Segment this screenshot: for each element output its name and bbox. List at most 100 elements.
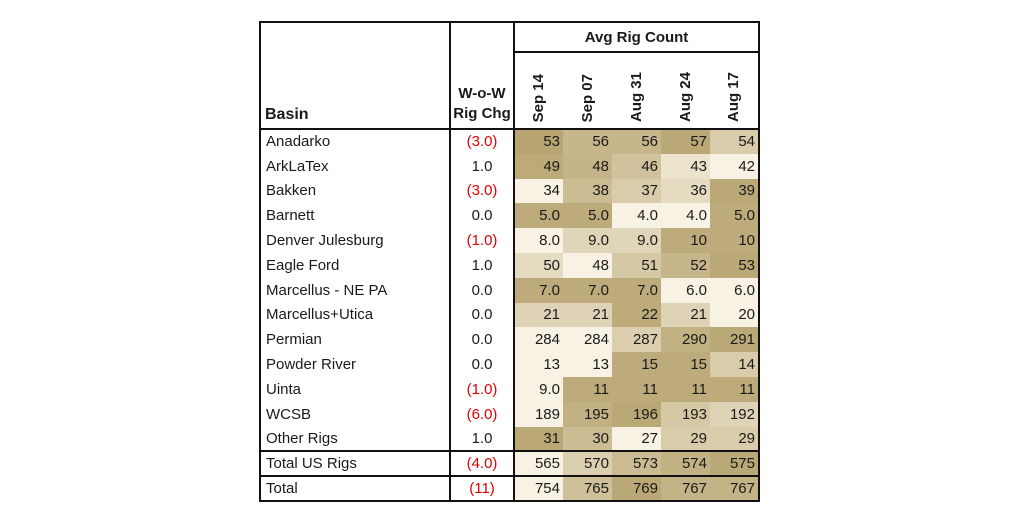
rig-count-cell: 38 [563, 178, 612, 204]
rig-count-cell: 15 [661, 352, 710, 377]
rig-count-cell: 11 [710, 376, 759, 402]
table-row: Eagle Ford 1.0 50 48 51 52 53 [260, 252, 759, 278]
rig-count-cell: 20 [710, 302, 759, 328]
rig-count-cell: 284 [563, 327, 612, 353]
basin-name: Denver Julesburg [260, 228, 451, 253]
basin-name: Permian [260, 327, 451, 353]
wow-change-value: (3.0) [450, 178, 515, 204]
rig-count-cell: 767 [661, 475, 710, 501]
rig-count-cell: 22 [612, 302, 661, 328]
rig-count-cell: 189 [514, 401, 563, 427]
basin-name: Uinta [260, 376, 451, 402]
rig-count-cell: 30 [563, 426, 612, 452]
rig-count-cell: 54 [710, 129, 759, 154]
rig-count-cell: 57 [661, 129, 710, 154]
rig-count-cell: 10 [710, 228, 759, 253]
rig-count-cell: 287 [612, 327, 661, 353]
rig-count-cell: 11 [661, 376, 710, 402]
rig-count-cell: 6.0 [710, 277, 759, 303]
rig-count-cell: 37 [612, 178, 661, 204]
basin-name: Barnett [260, 203, 451, 229]
wow-change-value: 0.0 [450, 302, 515, 328]
wow-change-value: 0.0 [450, 277, 515, 303]
rig-count-cell: 21 [563, 302, 612, 328]
rig-count-cell: 39 [710, 178, 759, 204]
rig-count-cell: 21 [661, 302, 710, 328]
rig-count-cell: 769 [612, 475, 661, 501]
rig-count-cell: 284 [514, 327, 563, 353]
rig-count-cell: 50 [514, 252, 563, 278]
rig-count-cell: 51 [612, 252, 661, 278]
basin-name: Marcellus - NE PA [260, 277, 451, 303]
rig-count-cell: 4.0 [612, 203, 661, 229]
rig-count-cell: 7.0 [563, 277, 612, 303]
table-row: Barnett 0.0 5.0 5.0 4.0 4.0 5.0 [260, 203, 759, 229]
rig-count-cell: 4.0 [661, 203, 710, 229]
rig-count-cell: 9.0 [563, 228, 612, 253]
rig-count-cell: 13 [563, 352, 612, 377]
rig-count-cell: 5.0 [563, 203, 612, 229]
rig-count-cell: 193 [661, 401, 710, 427]
table-row: Permian 0.0 284 284 287 290 291 [260, 327, 759, 353]
wow-change-value: 1.0 [450, 426, 515, 452]
rig-count-cell: 48 [563, 252, 612, 278]
rig-count-cell: 195 [563, 401, 612, 427]
rig-count-cell: 11 [612, 376, 661, 402]
wow-change-value: 0.0 [450, 327, 515, 353]
wow-change-value: (11) [450, 475, 515, 501]
table-row: Bakken (3.0) 34 38 37 36 39 [260, 178, 759, 204]
rig-count-cell: 9.0 [514, 376, 563, 402]
wow-change-value: 1.0 [450, 153, 515, 179]
basin-header: Basin [260, 22, 451, 130]
rig-count-cell: 754 [514, 475, 563, 501]
wow-change-value: 0.0 [450, 352, 515, 377]
rig-count-cell: 56 [612, 129, 661, 154]
table-row: WCSB (6.0) 189 195 196 193 192 [260, 401, 759, 427]
rig-count-cell: 52 [661, 252, 710, 278]
wow-change-value: (4.0) [450, 450, 515, 477]
wow-change-value: (1.0) [450, 376, 515, 402]
basin-name: ArkLaTex [260, 153, 451, 179]
rig-count-cell: 290 [661, 327, 710, 353]
basin-name: WCSB [260, 401, 451, 427]
rig-count-cell: 765 [563, 475, 612, 501]
rig-count-cell: 15 [612, 352, 661, 377]
wow-header-line1: W-o-W [458, 85, 506, 102]
basin-name: Other Rigs [260, 426, 451, 452]
table-row: Powder River 0.0 13 13 15 15 14 [260, 352, 759, 377]
rig-count-cell: 8.0 [514, 228, 563, 253]
rig-count-cell: 10 [661, 228, 710, 253]
rig-count-cell: 43 [661, 153, 710, 179]
table-row: ArkLaTex 1.0 49 48 46 43 42 [260, 153, 759, 179]
rig-count-cell: 42 [710, 153, 759, 179]
total-row: Total (11) 754 765 769 767 767 [260, 475, 759, 501]
rig-count-cell: 570 [563, 450, 612, 477]
rig-count-cell: 574 [661, 450, 710, 477]
date-header-label: Aug 31 [627, 71, 645, 122]
rig-count-cell: 5.0 [710, 203, 759, 229]
rig-count-cell: 49 [514, 153, 563, 179]
rig-count-cell: 46 [612, 153, 661, 179]
rig-count-cell: 5.0 [514, 203, 563, 229]
date-header-label: Sep 07 [578, 73, 596, 122]
rig-count-cell: 767 [710, 475, 759, 501]
rig-count-cell: 575 [710, 450, 759, 477]
table-row: Denver Julesburg (1.0) 8.0 9.0 9.0 10 10 [260, 228, 759, 253]
rig-count-cell: 27 [612, 426, 661, 452]
date-header-label: Aug 17 [725, 71, 742, 122]
date-header: Aug 31 [612, 52, 661, 130]
rig-count-cell: 34 [514, 178, 563, 204]
rig-count-cell: 6.0 [661, 277, 710, 303]
table-row: Other Rigs 1.0 31 30 27 29 29 [260, 426, 759, 452]
wow-change-value: (6.0) [450, 401, 515, 427]
date-header-label: Aug 24 [676, 71, 694, 122]
rig-count-cell: 11 [563, 376, 612, 402]
wow-header-line2: Rig Chg [453, 105, 511, 122]
basin-name: Total US Rigs [260, 450, 451, 477]
wow-change-value: (3.0) [450, 129, 515, 154]
rig-count-cell: 53 [514, 129, 563, 154]
table-row: Marcellus - NE PA 0.0 7.0 7.0 7.0 6.0 6.0 [260, 277, 759, 303]
basin-name: Eagle Ford [260, 252, 451, 278]
table-row: Uinta (1.0) 9.0 11 11 11 11 [260, 376, 759, 402]
date-header: Aug 24 [661, 52, 710, 130]
